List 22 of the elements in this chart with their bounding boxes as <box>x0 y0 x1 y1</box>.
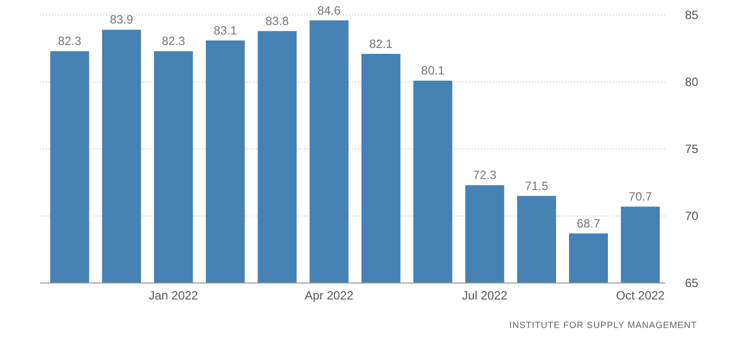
x-tick-label: Oct 2022 <box>616 288 666 303</box>
data-label: 72.3 <box>473 168 497 182</box>
y-tick-label: 70 <box>685 208 699 223</box>
text: INSTITUTE FOR SUPPLY MANAGEMENT <box>509 320 697 330</box>
data-label: 82.1 <box>369 36 393 51</box>
x-tick-label: Jan 2022 <box>148 288 198 303</box>
y-tick-label: 65 <box>685 276 699 290</box>
data-label: 83.9 <box>110 12 134 27</box>
data-label: 82.3 <box>162 34 186 48</box>
data-label: 71.5 <box>524 178 549 193</box>
data-label: 84.6 <box>317 3 342 18</box>
data-label: 83.1 <box>214 23 238 38</box>
data-label: 80.1 <box>421 64 445 78</box>
data-label: 83.8 <box>265 14 290 28</box>
data-label: 82.3 <box>58 34 82 48</box>
data-label: 68.7 <box>576 216 600 230</box>
y-tick-label: 75 <box>685 142 699 156</box>
x-tick-label: Jul 2022 <box>462 288 508 303</box>
data-label: 70.7 <box>628 190 652 204</box>
y-tick-label: 80 <box>685 74 699 89</box>
x-tick-label: Apr 2022 <box>304 288 354 303</box>
y-tick-label: 85 <box>685 8 699 22</box>
